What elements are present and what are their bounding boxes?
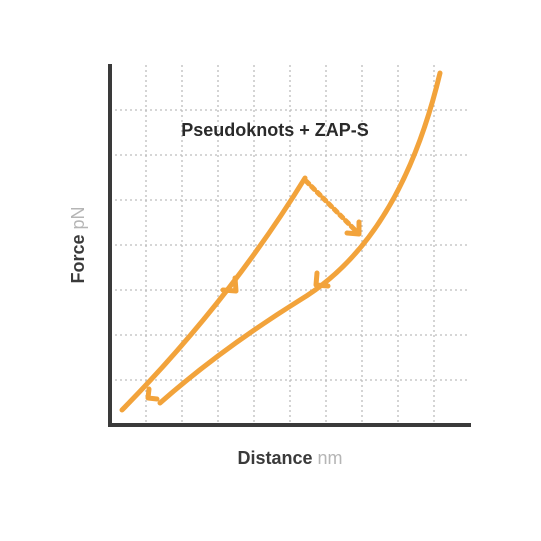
relax-curve — [157, 70, 443, 406]
y-unit: pN — [68, 206, 88, 229]
x-label: Distance — [237, 448, 312, 468]
axes — [108, 64, 471, 427]
arrow-down — [313, 270, 331, 289]
arrow-up — [220, 275, 239, 294]
grid — [110, 65, 470, 425]
x-axis-label: Distance nm — [237, 448, 342, 468]
y-label: Force — [68, 235, 88, 284]
y-axis-label: Force pN — [68, 206, 88, 283]
x-unit: nm — [318, 448, 343, 468]
unfold-arrowhead — [344, 219, 362, 237]
stretch-curve — [119, 175, 308, 413]
unfold-jump — [303, 178, 360, 235]
arrow-refold — [145, 386, 160, 402]
title: Pseudoknots + ZAP-S — [181, 120, 369, 140]
